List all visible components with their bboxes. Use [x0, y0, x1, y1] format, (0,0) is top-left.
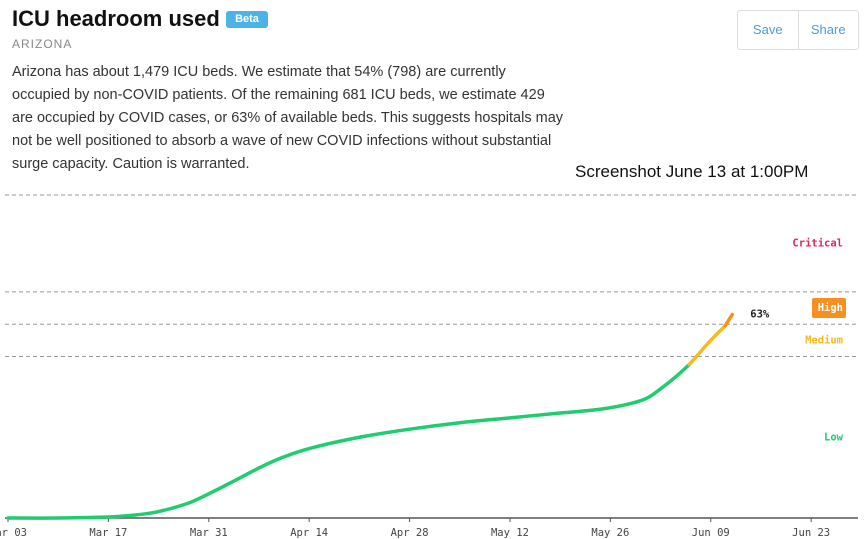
zone-label: Low	[824, 431, 844, 443]
description: Arizona has about 1,479 ICU beds. We est…	[12, 61, 563, 176]
series-line	[687, 324, 727, 367]
value-label: 63%	[750, 309, 770, 321]
x-tick-label: Apr 14	[290, 527, 328, 539]
share-button[interactable]: Share	[797, 11, 859, 49]
x-tick-label: Mar 03	[0, 527, 27, 539]
description-line: are occupied by COVID cases, or 63% of a…	[12, 110, 564, 126]
x-tick-label: Jun 23	[792, 527, 830, 539]
zone-highlight	[812, 298, 846, 319]
x-tick-label: Mar 31	[190, 527, 228, 539]
x-tick-label: Mar 17	[89, 527, 127, 539]
description-line: Arizona has about 1,479 ICU beds. We est…	[12, 64, 506, 80]
annotation: Screenshot June 13 at 1:00PM	[575, 162, 809, 181]
description-line: not be well positioned to absorb a wave …	[12, 133, 552, 149]
subtitle: ARIZONA	[12, 37, 73, 51]
x-tick-label: May 12	[491, 527, 529, 539]
description-line: surge capacity. Caution is warranted.	[12, 156, 250, 172]
zone-label: Critical	[792, 237, 843, 249]
x-tick-label: May 26	[591, 527, 629, 539]
series-line	[723, 312, 735, 328]
button-group: Save Share	[737, 10, 859, 50]
x-tick-label: Jun 09	[692, 527, 730, 539]
series-line	[6, 362, 691, 520]
save-button[interactable]: Save	[752, 22, 783, 37]
zone-label: Medium	[805, 334, 843, 346]
zone-label: High	[818, 302, 843, 314]
description-line: occupied by non-COVID patients. Of the r…	[12, 87, 545, 103]
title: ICU headroom used	[12, 6, 220, 31]
x-tick-label: Apr 28	[391, 527, 429, 539]
badge: Beta	[226, 11, 268, 28]
